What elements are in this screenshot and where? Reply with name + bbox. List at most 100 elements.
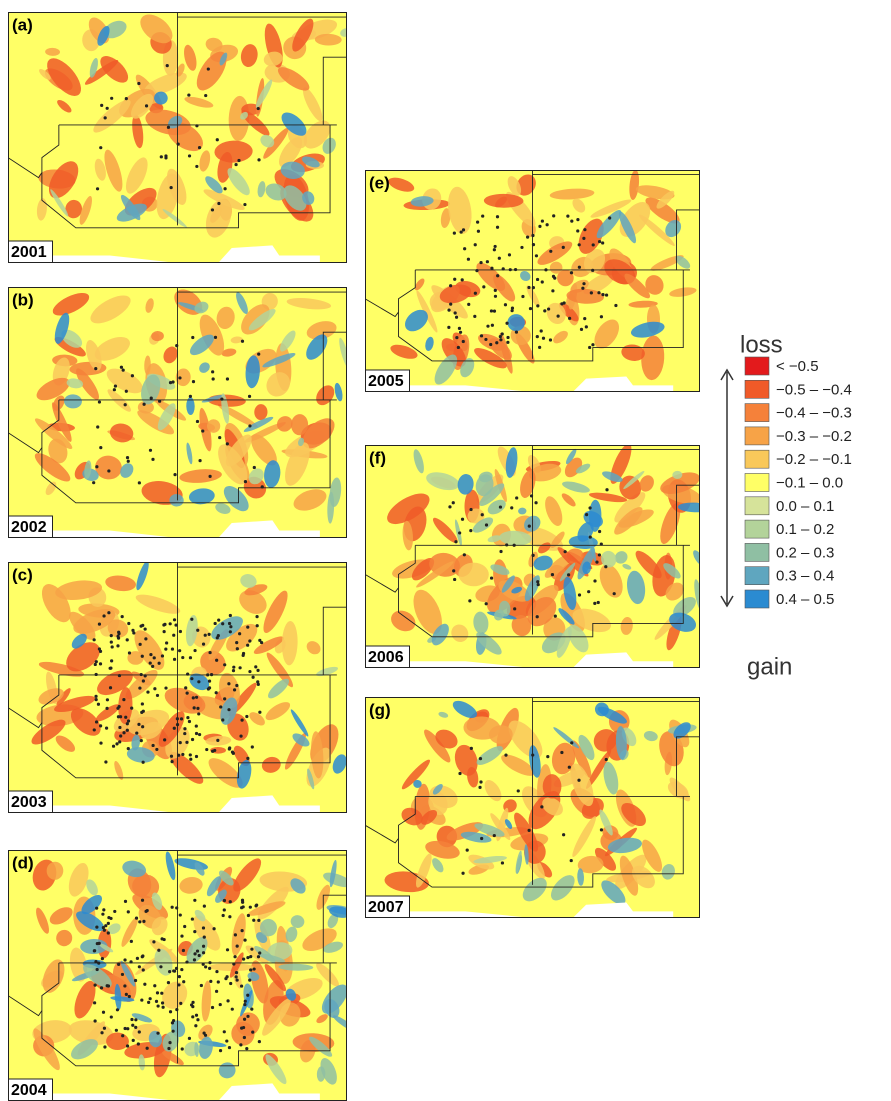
fire-point <box>216 739 219 742</box>
fire-point <box>189 753 192 756</box>
map-panel: (g)2007 <box>365 697 700 918</box>
fire-point <box>141 655 144 658</box>
fire-point <box>447 309 450 312</box>
fire-point <box>115 1029 118 1032</box>
fire-point <box>226 377 229 380</box>
legend-swatch <box>745 474 769 492</box>
fire-point <box>481 214 484 217</box>
fire-point <box>122 731 125 734</box>
fire-point <box>551 289 554 292</box>
map-panel: (f)2006 <box>365 441 711 668</box>
fire-point <box>570 219 573 222</box>
fire-point <box>105 727 108 730</box>
fire-point <box>600 315 603 318</box>
fire-point <box>613 592 616 595</box>
fire-point <box>249 955 252 958</box>
panel-label: (f) <box>369 448 386 467</box>
fire-point <box>521 295 524 298</box>
fire-point <box>493 248 496 251</box>
fire-point <box>195 724 198 727</box>
fire-point <box>196 949 199 952</box>
fire-point <box>211 1006 214 1009</box>
fire-point <box>499 335 502 338</box>
fire-point <box>107 611 110 614</box>
fire-point <box>562 246 565 249</box>
fire-point <box>195 755 198 758</box>
fire-point <box>236 647 239 650</box>
fire-point <box>141 702 144 705</box>
fire-point <box>243 203 246 206</box>
fire-point <box>494 289 497 292</box>
fire-point <box>179 630 182 633</box>
fire-point <box>216 138 219 141</box>
fire-point <box>203 1032 206 1035</box>
fire-point <box>557 315 560 318</box>
fire-point <box>94 1019 97 1022</box>
fire-point <box>101 957 104 960</box>
legend-swatch <box>745 543 769 561</box>
fire-point <box>195 696 198 699</box>
fire-point <box>484 338 487 341</box>
fire-point <box>243 1003 246 1006</box>
fire-point <box>494 295 497 298</box>
fire-point <box>486 325 489 328</box>
fire-point <box>99 741 102 744</box>
fire-point <box>459 331 462 334</box>
fire-point <box>100 1031 103 1034</box>
fire-point <box>570 859 573 862</box>
fire-point <box>113 388 116 391</box>
fire-point <box>121 1034 124 1037</box>
fire-point <box>560 751 563 754</box>
fire-point <box>103 1027 106 1030</box>
fire-point <box>211 208 214 211</box>
fire-point <box>195 732 198 735</box>
fire-point <box>137 1042 140 1045</box>
fire-point <box>94 663 97 666</box>
fire-point <box>463 553 466 556</box>
fire-point <box>180 968 183 971</box>
fire-point <box>126 722 129 725</box>
fire-point <box>92 481 95 484</box>
fire-point <box>215 990 218 993</box>
fire-point <box>126 1027 129 1030</box>
fire-point <box>107 922 110 925</box>
fire-point <box>132 1039 135 1042</box>
fire-point <box>541 219 544 222</box>
fire-point <box>163 738 166 741</box>
fire-point <box>178 649 181 652</box>
fire-point <box>193 649 196 652</box>
fire-point <box>469 508 472 511</box>
fire-point <box>182 980 185 983</box>
fire-point <box>453 232 456 235</box>
fire-point <box>146 1047 149 1050</box>
fire-point <box>217 980 220 983</box>
fire-point <box>119 734 122 737</box>
fire-point <box>236 945 239 948</box>
fire-point <box>224 187 227 190</box>
fire-point <box>204 94 207 97</box>
map-body <box>8 9 352 263</box>
fire-point <box>149 449 152 452</box>
fire-point <box>100 986 103 989</box>
fire-point <box>97 703 100 706</box>
fire-point <box>257 919 260 922</box>
fire-point <box>93 949 96 952</box>
fire-point <box>246 1015 249 1018</box>
fire-point <box>194 1024 197 1027</box>
fire-point <box>244 480 247 483</box>
fire-point <box>589 535 592 538</box>
fire-point <box>496 215 499 218</box>
fire-point <box>141 725 144 728</box>
fire-point <box>233 955 236 958</box>
legend-label: −0.2 – −0.1 <box>776 451 852 468</box>
fire-point <box>614 304 617 307</box>
fire-point <box>197 680 200 683</box>
fire-point <box>187 93 190 96</box>
fire-point <box>205 748 208 751</box>
fire-point <box>202 643 205 646</box>
fire-point <box>255 615 258 618</box>
fire-point <box>110 97 113 100</box>
fire-point <box>151 665 154 668</box>
fire-point <box>256 669 259 672</box>
fire-point <box>183 732 186 735</box>
